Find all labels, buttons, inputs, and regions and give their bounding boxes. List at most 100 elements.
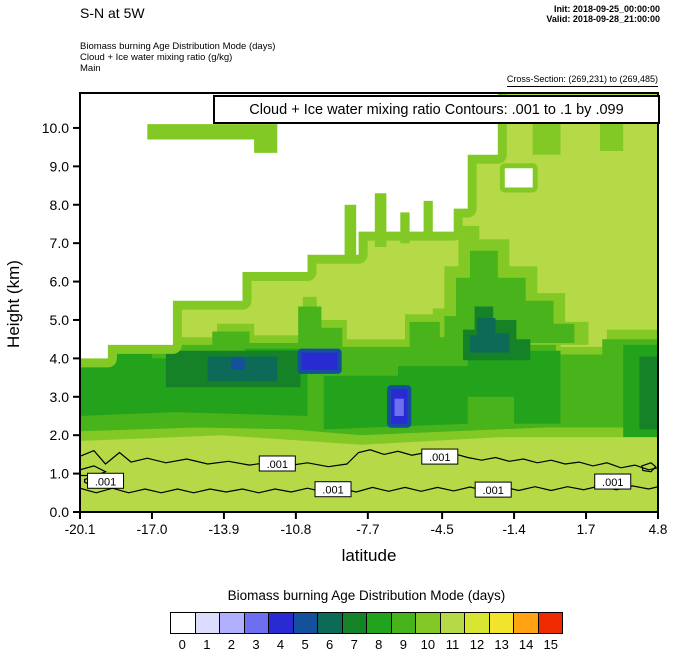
y-tick-label: 4.0 [50,350,70,366]
y-tick-label: 8.0 [50,197,70,213]
y-tick-label: 3.0 [50,389,70,405]
region-cloud-streak-1 [344,204,357,259]
y-tick-label: 5.0 [50,312,70,328]
region-topright-bump-1 [532,120,561,155]
mixing-ratio-contour-line [80,449,658,471]
region-right-edge-dark [639,356,658,430]
colorbar-cell-1 [194,612,220,634]
contour-label: .001 [322,485,343,497]
x-tick-label: -13.9 [209,522,240,537]
y-tick-label: 0.0 [50,504,70,520]
colorbar-cell-14 [513,612,539,634]
contour-label-box [258,455,296,472]
contour-label-box [421,448,459,465]
x-tick-label: -1.4 [502,522,526,537]
region-topright-bump-2 [600,120,624,151]
colorbar-tick-label: 10 [420,637,436,652]
contour-label-box [87,472,125,489]
colorbar-tick-label: 5 [301,637,309,652]
subtitle-line-2: Cloud + Ice water mixing ratio (g/kg) [80,52,233,63]
region-cloud-streak-3 [400,212,410,244]
legend: Biomass burning Age Distribution Mode (d… [170,588,563,652]
colorbar-cell-10 [415,612,441,634]
region-blue-patch-left [301,352,338,370]
subtitle-line-1: Biomass burning Age Distribution Mode (d… [80,41,276,52]
colorbar-cell-11 [439,612,465,634]
contour-label: .001 [95,476,116,488]
subtitle-line-3: Main [80,63,101,74]
contour-label-box [474,481,512,498]
region-dark-left-dot [230,358,245,370]
colorbar-cell-13 [488,612,514,634]
colorbar [170,612,563,634]
valid-time: Valid: 2018-09-28_21:00:00 [546,14,660,24]
contour-label-box [314,481,352,498]
contour-info-box: Cloud + Ice water mixing ratio Contours:… [213,95,660,124]
colorbar-tick-label: 8 [375,637,383,652]
cross-section-label: Cross-Section: (269,231) to (269,485) [506,74,658,87]
contour-label: .001 [602,477,623,489]
colorbar-tick-label: 13 [494,637,509,652]
colorbar-cell-7 [341,612,367,634]
contour-label-box [594,473,632,490]
x-tick-label: -17.0 [137,522,168,537]
region-band-core-center [323,348,519,430]
subtitle-block: Biomass burning Age Distribution Mode (d… [80,41,275,74]
colorbar-tick-label: 1 [203,637,211,652]
y-tick-label: 9.0 [50,158,70,174]
colorbar-tick-label: 14 [518,637,534,652]
x-tick-label: -7.7 [356,522,379,537]
colorbar-cell-8 [366,612,392,634]
plot-frame [79,92,659,513]
colorbar-tick-label: 15 [543,637,558,652]
region-cloud-streak-2 [374,193,387,247]
x-tick-label: 1.7 [577,522,596,537]
mixing-ratio-contour-line [80,485,658,494]
contour-info-text: Cloud + Ice water mixing ratio Contours:… [249,101,624,118]
region-band-core-right [514,350,561,424]
colorbar-tick-label: 7 [350,637,358,652]
y-tick-label: 2.0 [50,427,70,443]
x-axis-label: latitude [341,546,397,565]
init-time: Init: 2018-09-25_00:00:00 [553,4,660,14]
x-tick-label: -4.5 [430,522,453,537]
contour-label: .001 [429,452,450,464]
y-axis-label: Height (km) [4,260,23,348]
colorbar-tick-label: 6 [326,637,334,652]
colorbar-cell-15 [537,612,563,634]
colorbar-tick-label: 11 [445,637,460,652]
contour-label: .001 [267,459,288,471]
colorbar-tick-label: 2 [227,637,236,652]
region-cloud-patch-right [504,168,533,188]
region-cloud-top-stripe [147,124,278,140]
x-tick-label: 4.8 [649,522,668,537]
legend-title: Biomass burning Age Distribution Mode (d… [227,588,506,603]
colorbar-cell-4 [268,612,294,634]
colorbar-tick-label: 12 [469,637,485,652]
x-tick-label: -20.1 [65,522,96,537]
contour-label: .001 [482,485,503,497]
colorbar-tick-label: 3 [252,637,260,652]
region-right-dark-core2 [470,318,510,353]
region-blue-patch-center-core [394,398,404,416]
colorbar-cell-0 [170,612,196,634]
y-tick-label: 1.0 [50,466,70,482]
colorbar-cell-9 [390,612,416,634]
figure-title: S-N at 5W [80,5,145,21]
colorbar-labels: 0 1 2 3 4 5 6 7 8 9 10 11 12 13 14 15 [170,637,563,652]
colorbar-tick-label: 9 [399,637,407,652]
region-cloud-streak-4 [423,200,433,236]
y-tick-label: 10.0 [42,120,69,136]
colorbar-cell-5 [292,612,318,634]
colorbar-cell-3 [243,612,269,634]
colorbar-cell-2 [219,612,245,634]
contour-fill-layer [80,93,658,512]
colorbar-tick-label: 4 [276,637,285,652]
mixing-ratio-contour-line [641,462,657,473]
colorbar-cell-12 [464,612,490,634]
y-tick-label: 6.0 [50,274,70,290]
colorbar-cell-6 [317,612,343,634]
region-cloud-top-stripe2 [254,139,278,153]
